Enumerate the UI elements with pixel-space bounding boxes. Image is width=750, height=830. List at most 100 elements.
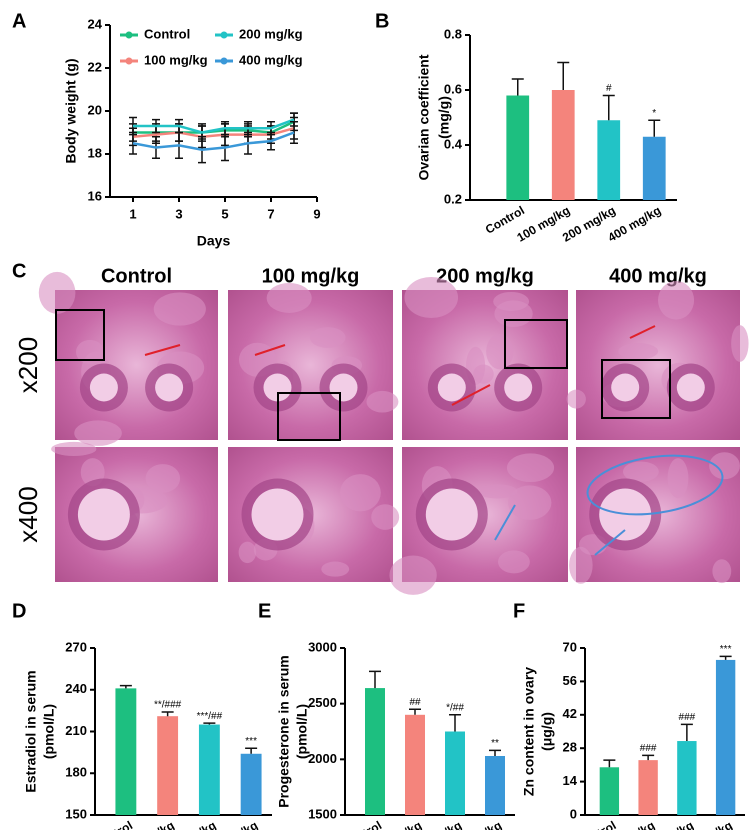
tissue-texture [389,555,437,595]
tissue-texture [486,333,514,370]
significance-label: *** [720,644,732,655]
column-header: Control [101,265,172,287]
tissue-texture [508,485,552,520]
bar [240,753,262,815]
x-tick-label: 9 [313,206,320,221]
tissue-texture [321,561,350,577]
oocyte [504,373,533,402]
zoom-box [504,319,568,369]
panel-letter: A [12,10,26,32]
oocyte [77,488,130,541]
error-bar [245,747,258,754]
zoom-box [55,309,105,361]
legend-label: 200 mg/kg [239,26,303,41]
error-bar [719,655,732,660]
significance-label: ** [491,738,499,749]
y-tick-label: 210 [65,723,87,738]
oocyte [676,373,705,402]
arrow [254,344,286,356]
tissue-texture [667,458,689,499]
oocyte [329,373,358,402]
highlight-ring [586,454,724,516]
y-tick-label: 0.2 [444,191,462,206]
y-tick-label: 24 [88,16,103,31]
significance-label: ### [640,743,657,754]
panel-letter: C [12,260,26,282]
oocyte [155,373,184,402]
bar [198,724,220,815]
tissue-texture [51,441,97,456]
tissue-texture [75,339,104,365]
y-tick-label: 56 [563,673,577,688]
tissue-texture [506,453,555,483]
y-tick-label: 28 [563,740,577,755]
y-tick-label: 42 [563,706,577,721]
y-tick-label: 22 [88,59,102,74]
zoom-box [601,359,671,419]
error-bar [603,759,616,768]
error-bar [161,711,174,717]
y-tick-label: 270 [65,639,87,654]
y-axis-label: (pmol/L) [294,704,310,759]
bar [405,714,425,815]
arrow [451,384,491,406]
error-bar [602,94,615,121]
tissue-texture [618,343,659,360]
bar [597,120,621,200]
panel-letter: D [12,600,26,622]
bar [115,688,137,815]
legend-label: 400 mg/kg [239,52,303,67]
y-axis-label: Zn content in ovary [521,667,537,796]
tissue-texture [153,292,206,326]
error-bar [648,119,661,137]
legend-label: 100 mg/kg [144,52,208,67]
y-tick-label: 2000 [308,751,337,766]
y-axis-label: Progesterone in serum [276,655,292,808]
oocyte [611,373,640,402]
y-axis-label: Estradiol in serum [23,670,39,792]
error-bar [119,684,132,689]
y-axis-label: (mg/g) [436,96,452,139]
x-tick-label: 3 [175,206,182,221]
panel-letter: B [375,10,389,32]
tissue-texture [712,559,732,584]
error-bar [449,714,461,732]
tissue-texture [145,464,181,493]
bar [445,731,465,815]
tissue-texture [371,504,400,530]
x-tick-label: 5 [221,206,228,221]
y-tick-label: 0 [570,806,577,821]
tissue-texture [709,452,740,480]
significance-label: * [652,108,656,119]
error-bar [557,61,570,90]
oocyte [437,373,466,402]
x-axis-label: Days [197,233,231,249]
y-axis-label: (pmol/L) [41,704,57,759]
tissue-texture [38,271,76,314]
bar [157,716,179,815]
row-label: x400 [13,486,43,542]
bar [485,755,505,815]
bar [551,90,575,200]
y-tick-label: 180 [65,765,87,780]
x-tick-label: Control [91,818,135,830]
x-tick-label: 1 [129,206,136,221]
series-line [133,118,295,134]
tissue-texture [74,420,122,446]
tissue-texture [622,461,659,482]
tissue-texture [569,546,593,584]
error-bar [511,78,524,96]
bar [638,760,658,815]
significance-label: ### [679,712,696,723]
oocyte [89,373,118,402]
bar [506,95,530,200]
error-bar [409,708,421,715]
column-header: 200 mg/kg [436,265,534,287]
y-tick-label: 0.8 [444,26,462,41]
legend-label: Control [144,26,190,41]
arrow [494,504,516,541]
tissue-texture [404,276,459,319]
significance-label: ## [409,697,421,708]
significance-label: # [606,83,612,94]
